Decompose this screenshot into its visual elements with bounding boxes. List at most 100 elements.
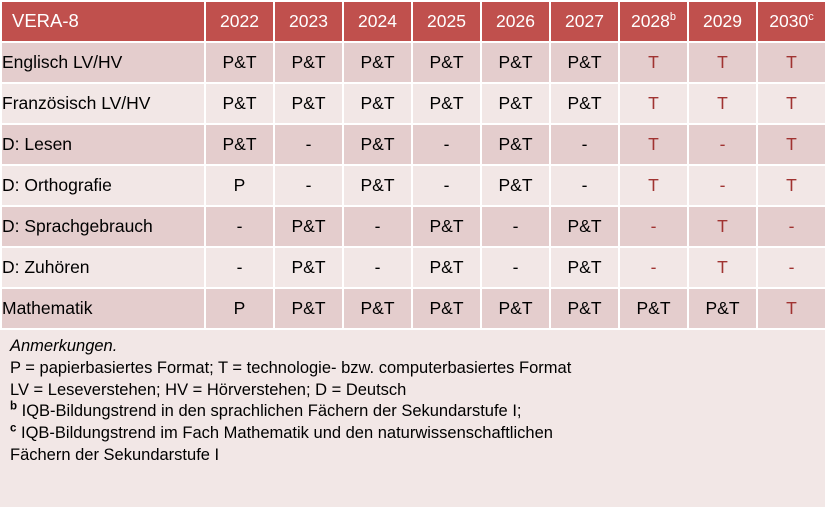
- cell-orthografie-2028: T: [618, 164, 689, 207]
- cell-mathematik-2026: P&T: [480, 287, 551, 330]
- table-row: D: Zuhören - P&T - P&T - P&T - T -: [0, 246, 825, 289]
- header-row: VERA-8 2022 2023 2024 2025 2026 2027: [0, 0, 825, 43]
- cell-orthografie-2025: -: [411, 164, 482, 207]
- table-row: D: Lesen P&T - P&T - P&T - T - T: [0, 123, 825, 166]
- cell-englisch-2028: T: [618, 41, 689, 84]
- table-row: D: Sprachgebrauch - P&T - P&T - P&T - T …: [0, 205, 825, 248]
- cell-zuhoeren-2027: P&T: [549, 246, 620, 289]
- cell-franzoesisch-2026: P&T: [480, 82, 551, 125]
- cell-mathematik-2024: P&T: [342, 287, 413, 330]
- cell-mathematik-2028: P&T: [618, 287, 689, 330]
- notes-title: Anmerkungen.: [10, 337, 118, 355]
- header-year-2028-sup: b: [669, 11, 677, 24]
- cell-mathematik-2025: P&T: [411, 287, 482, 330]
- cell-orthografie-2030: T: [756, 164, 825, 207]
- cell-franzoesisch-2022: P&T: [204, 82, 275, 125]
- cell-mathematik-2030: T: [756, 287, 825, 330]
- table-body: Englisch LV/HV P&T P&T P&T P&T P&T P&T T…: [0, 41, 825, 330]
- cell-zuhoeren-2024: -: [342, 246, 413, 289]
- cell-orthografie-2027: -: [549, 164, 620, 207]
- cell-sprachgebrauch-2030: -: [756, 205, 825, 248]
- footnote-b-text: IQB-Bildungstrend in den sprachlichen Fä…: [17, 402, 522, 421]
- header-corner-label: VERA-8: [0, 0, 206, 43]
- footnote-c-text: IQB-Bildungstrend im Fach Mathematik und…: [16, 424, 553, 443]
- cell-orthografie-2026: P&T: [480, 164, 551, 207]
- cell-sprachgebrauch-2022: -: [204, 205, 275, 248]
- cell-englisch-2030: T: [756, 41, 825, 84]
- footnote-b-marker: b: [10, 400, 18, 413]
- header-year-2030: 2030c: [756, 0, 825, 43]
- cell-englisch-2024: P&T: [342, 41, 413, 84]
- cell-sprachgebrauch-2029: T: [687, 205, 758, 248]
- header-year-2028-text: 2028: [630, 10, 670, 31]
- row-label-zuhoeren: D: Zuhören: [0, 246, 206, 289]
- cell-zuhoeren-2028: -: [618, 246, 689, 289]
- cell-mathematik-2029: P&T: [687, 287, 758, 330]
- header-year-2023: 2023: [273, 0, 344, 43]
- cell-orthografie-2022: P: [204, 164, 275, 207]
- cell-lesen-2025: -: [411, 123, 482, 166]
- cell-englisch-2022: P&T: [204, 41, 275, 84]
- cell-sprachgebrauch-2024: -: [342, 205, 413, 248]
- cell-franzoesisch-2024: P&T: [342, 82, 413, 125]
- footnote-c: c IQB-Bildungstrend im Fach Mathematik u…: [10, 423, 815, 445]
- cell-mathematik-2022: P: [204, 287, 275, 330]
- header-year-2026: 2026: [480, 0, 551, 43]
- cell-lesen-2030: T: [756, 123, 825, 166]
- cell-franzoesisch-2030: T: [756, 82, 825, 125]
- cell-lesen-2023: -: [273, 123, 344, 166]
- cell-zuhoeren-2026: -: [480, 246, 551, 289]
- cell-zuhoeren-2022: -: [204, 246, 275, 289]
- header-year-2025: 2025: [411, 0, 482, 43]
- cell-sprachgebrauch-2023: P&T: [273, 205, 344, 248]
- table-notes: Anmerkungen. P = papierbasiertes Format;…: [0, 330, 825, 507]
- table-row: Englisch LV/HV P&T P&T P&T P&T P&T P&T T…: [0, 41, 825, 84]
- table-row: Französisch LV/HV P&T P&T P&T P&T P&T P&…: [0, 82, 825, 125]
- notes-abbreviation-legend: LV = Leseverstehen; HV = Hörverstehen; D…: [10, 380, 407, 399]
- cell-lesen-2024: P&T: [342, 123, 413, 166]
- vera8-schedule-table: VERA-8 2022 2023 2024 2025 2026 2027: [0, 0, 825, 330]
- cell-zuhoeren-2029: T: [687, 246, 758, 289]
- cell-englisch-2025: P&T: [411, 41, 482, 84]
- row-label-lesen: D: Lesen: [0, 123, 206, 166]
- cell-englisch-2026: P&T: [480, 41, 551, 84]
- cell-sprachgebrauch-2027: P&T: [549, 205, 620, 248]
- cell-mathematik-2027: P&T: [549, 287, 620, 330]
- table-header: VERA-8 2022 2023 2024 2025 2026 2027: [0, 0, 825, 43]
- row-label-mathematik: Mathematik: [0, 287, 206, 330]
- header-year-2029: 2029: [687, 0, 758, 43]
- cell-sprachgebrauch-2026: -: [480, 205, 551, 248]
- cell-franzoesisch-2023: P&T: [273, 82, 344, 125]
- header-year-2028: 2028b: [618, 0, 689, 43]
- cell-englisch-2027: P&T: [549, 41, 620, 84]
- header-year-2022-text: 2022: [220, 10, 259, 31]
- cell-englisch-2023: P&T: [273, 41, 344, 84]
- cell-lesen-2028: T: [618, 123, 689, 166]
- cell-sprachgebrauch-2025: P&T: [411, 205, 482, 248]
- cell-zuhoeren-2025: P&T: [411, 246, 482, 289]
- notes-format-legend: P = papierbasiertes Format; T = technolo…: [10, 358, 572, 377]
- header-year-2027: 2027: [549, 0, 620, 43]
- cell-sprachgebrauch-2028: -: [618, 205, 689, 248]
- cell-franzoesisch-2027: P&T: [549, 82, 620, 125]
- cell-lesen-2026: P&T: [480, 123, 551, 166]
- header-year-2024-text: 2024: [358, 10, 397, 31]
- cell-franzoesisch-2028: T: [618, 82, 689, 125]
- cell-englisch-2029: T: [687, 41, 758, 84]
- cell-orthografie-2024: P&T: [342, 164, 413, 207]
- cell-mathematik-2023: P&T: [273, 287, 344, 330]
- table-row: D: Orthografie P - P&T - P&T - T - T: [0, 164, 825, 207]
- header-year-2026-text: 2026: [496, 10, 535, 31]
- cell-orthografie-2029: -: [687, 164, 758, 207]
- header-year-2025-text: 2025: [427, 10, 466, 31]
- header-year-2022: 2022: [204, 0, 275, 43]
- header-year-2023-text: 2023: [289, 10, 328, 31]
- cell-zuhoeren-2030: -: [756, 246, 825, 289]
- footnote-c-continuation: Fächern der Sekundarstufe I: [10, 445, 220, 464]
- header-year-2027-text: 2027: [565, 10, 604, 31]
- row-label-englisch: Englisch LV/HV: [0, 41, 206, 84]
- header-year-2030-sup: c: [808, 11, 814, 24]
- table-row: Mathematik P P&T P&T P&T P&T P&T P&T P&T…: [0, 287, 825, 330]
- cell-franzoesisch-2029: T: [687, 82, 758, 125]
